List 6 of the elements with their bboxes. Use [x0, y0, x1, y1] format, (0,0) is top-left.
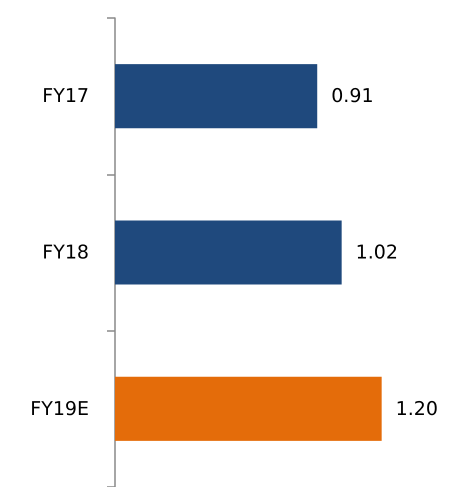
data-label: 1.02 — [356, 242, 398, 264]
data-label: 1.20 — [396, 398, 438, 420]
y-tick-label: FY18 — [42, 242, 89, 264]
data-label: 0.91 — [331, 85, 374, 108]
y-tick-label: FY17 — [42, 85, 89, 108]
y-tick-label: FY19E — [30, 398, 89, 420]
